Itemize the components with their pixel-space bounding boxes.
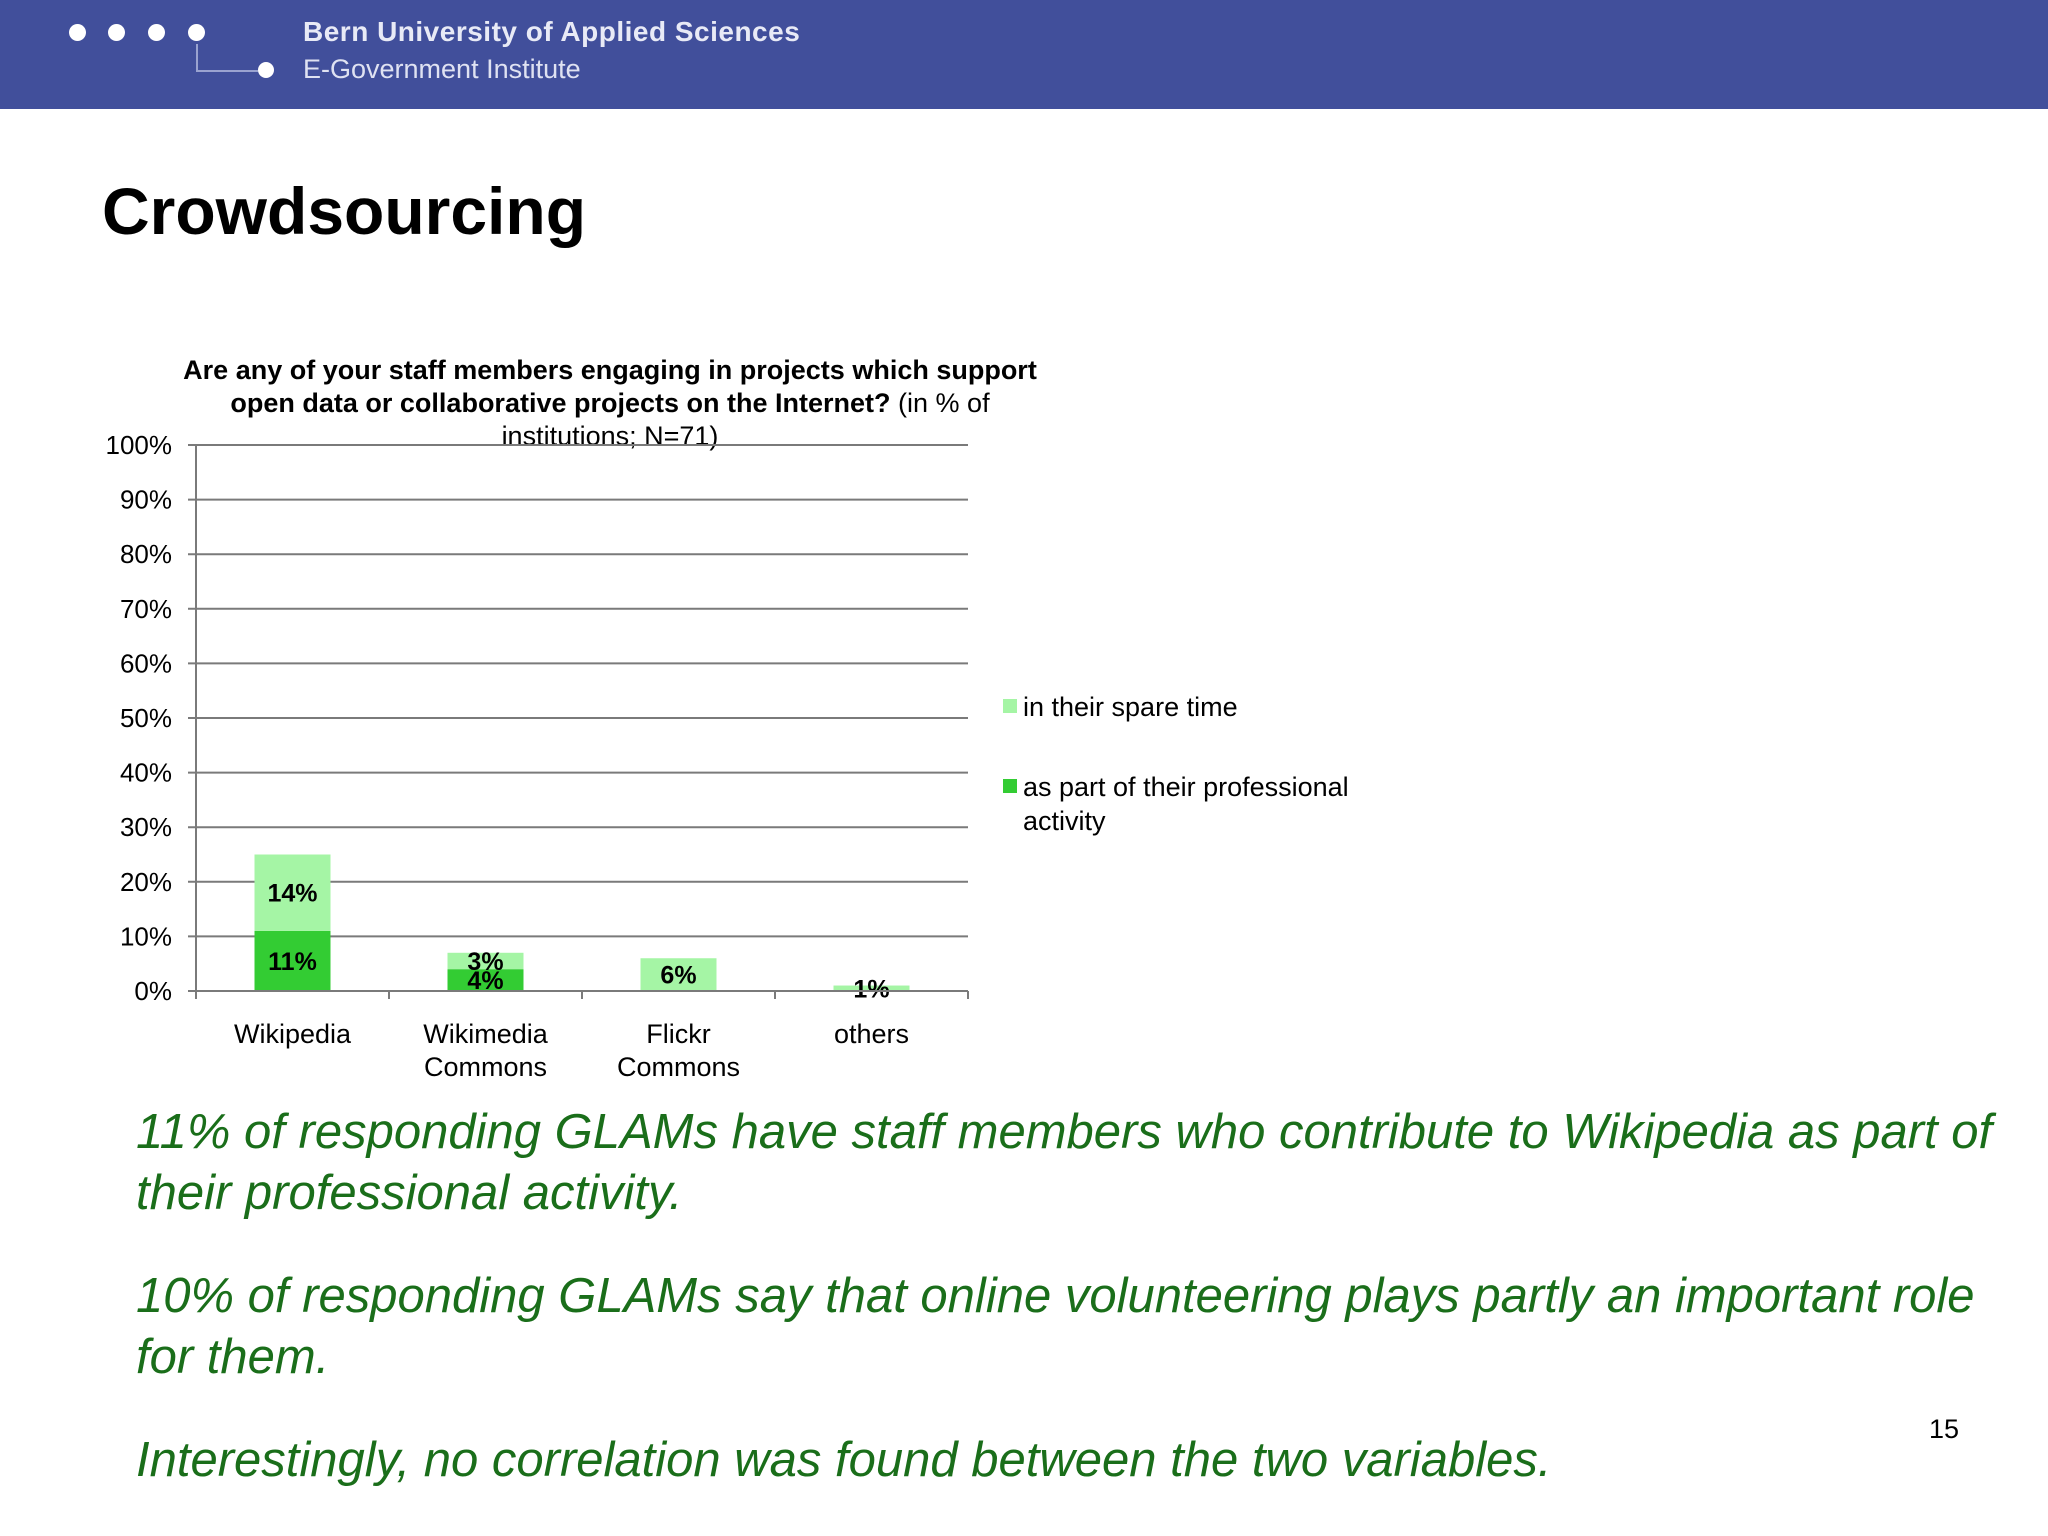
legend-item-professional: as part of their professional activity bbox=[1003, 770, 1383, 838]
y-tick-label: 20% bbox=[120, 867, 172, 897]
data-label: 11% bbox=[268, 948, 317, 976]
y-tick-label: 80% bbox=[120, 539, 172, 569]
y-tick-label: 90% bbox=[120, 485, 172, 515]
slide-title: Crowdsourcing bbox=[102, 174, 587, 248]
x-tick-label: Commons bbox=[617, 1052, 740, 1082]
data-label: 6% bbox=[660, 962, 696, 990]
legend-swatch-professional bbox=[1003, 779, 1017, 793]
y-tick-label: 30% bbox=[120, 812, 172, 842]
bar-segment bbox=[640, 958, 717, 991]
bar-segment bbox=[254, 930, 331, 991]
x-tick-label: Wikipedia bbox=[234, 1019, 352, 1049]
bar-segment bbox=[447, 952, 524, 970]
data-label: 1% bbox=[853, 975, 889, 1003]
institution-logo-icon bbox=[0, 0, 300, 109]
data-label: 14% bbox=[267, 880, 317, 908]
university-name: Bern University of Applied Sciences bbox=[303, 16, 801, 47]
legend-swatch-spare-time bbox=[1003, 699, 1017, 713]
page-number: 15 bbox=[1929, 1414, 1960, 1444]
bar-segment bbox=[254, 854, 331, 931]
y-tick-label: 50% bbox=[120, 703, 172, 733]
header-bar: Bern University of Applied Sciences E-Go… bbox=[0, 0, 2048, 109]
legend-item-spare-time: in their spare time bbox=[1003, 690, 1383, 724]
finding-text: 10% of responding GLAMs say that online … bbox=[136, 1269, 1975, 1384]
chart-title: Are any of your staff members engaging i… bbox=[180, 354, 1040, 453]
y-tick-label: 100% bbox=[106, 430, 173, 460]
bar-segment bbox=[447, 969, 524, 991]
y-tick-label: 10% bbox=[120, 921, 172, 951]
x-tick-label: Wikimedia bbox=[423, 1019, 549, 1049]
y-tick-label: 40% bbox=[120, 758, 172, 788]
data-label: 3% bbox=[467, 948, 503, 976]
institute-name: E-Government Institute bbox=[303, 54, 581, 84]
x-tick-label: Commons bbox=[424, 1052, 547, 1082]
y-tick-label: 0% bbox=[134, 976, 172, 1006]
legend-label-professional: as part of their professional activity bbox=[1023, 772, 1349, 836]
y-tick-label: 60% bbox=[120, 648, 172, 678]
finding-text: Interestingly, no correlation was found … bbox=[136, 1433, 1552, 1487]
x-tick-label: others bbox=[834, 1019, 909, 1049]
finding-text: 11% of responding GLAMs have staff membe… bbox=[136, 1105, 1993, 1220]
x-tick-label: Flickr bbox=[646, 1019, 710, 1049]
bar-segment bbox=[833, 985, 910, 991]
y-tick-label: 70% bbox=[120, 594, 172, 624]
chart-question: Are any of your staff members engaging i… bbox=[183, 355, 1037, 418]
legend-label-spare-time: in their spare time bbox=[1023, 692, 1238, 722]
